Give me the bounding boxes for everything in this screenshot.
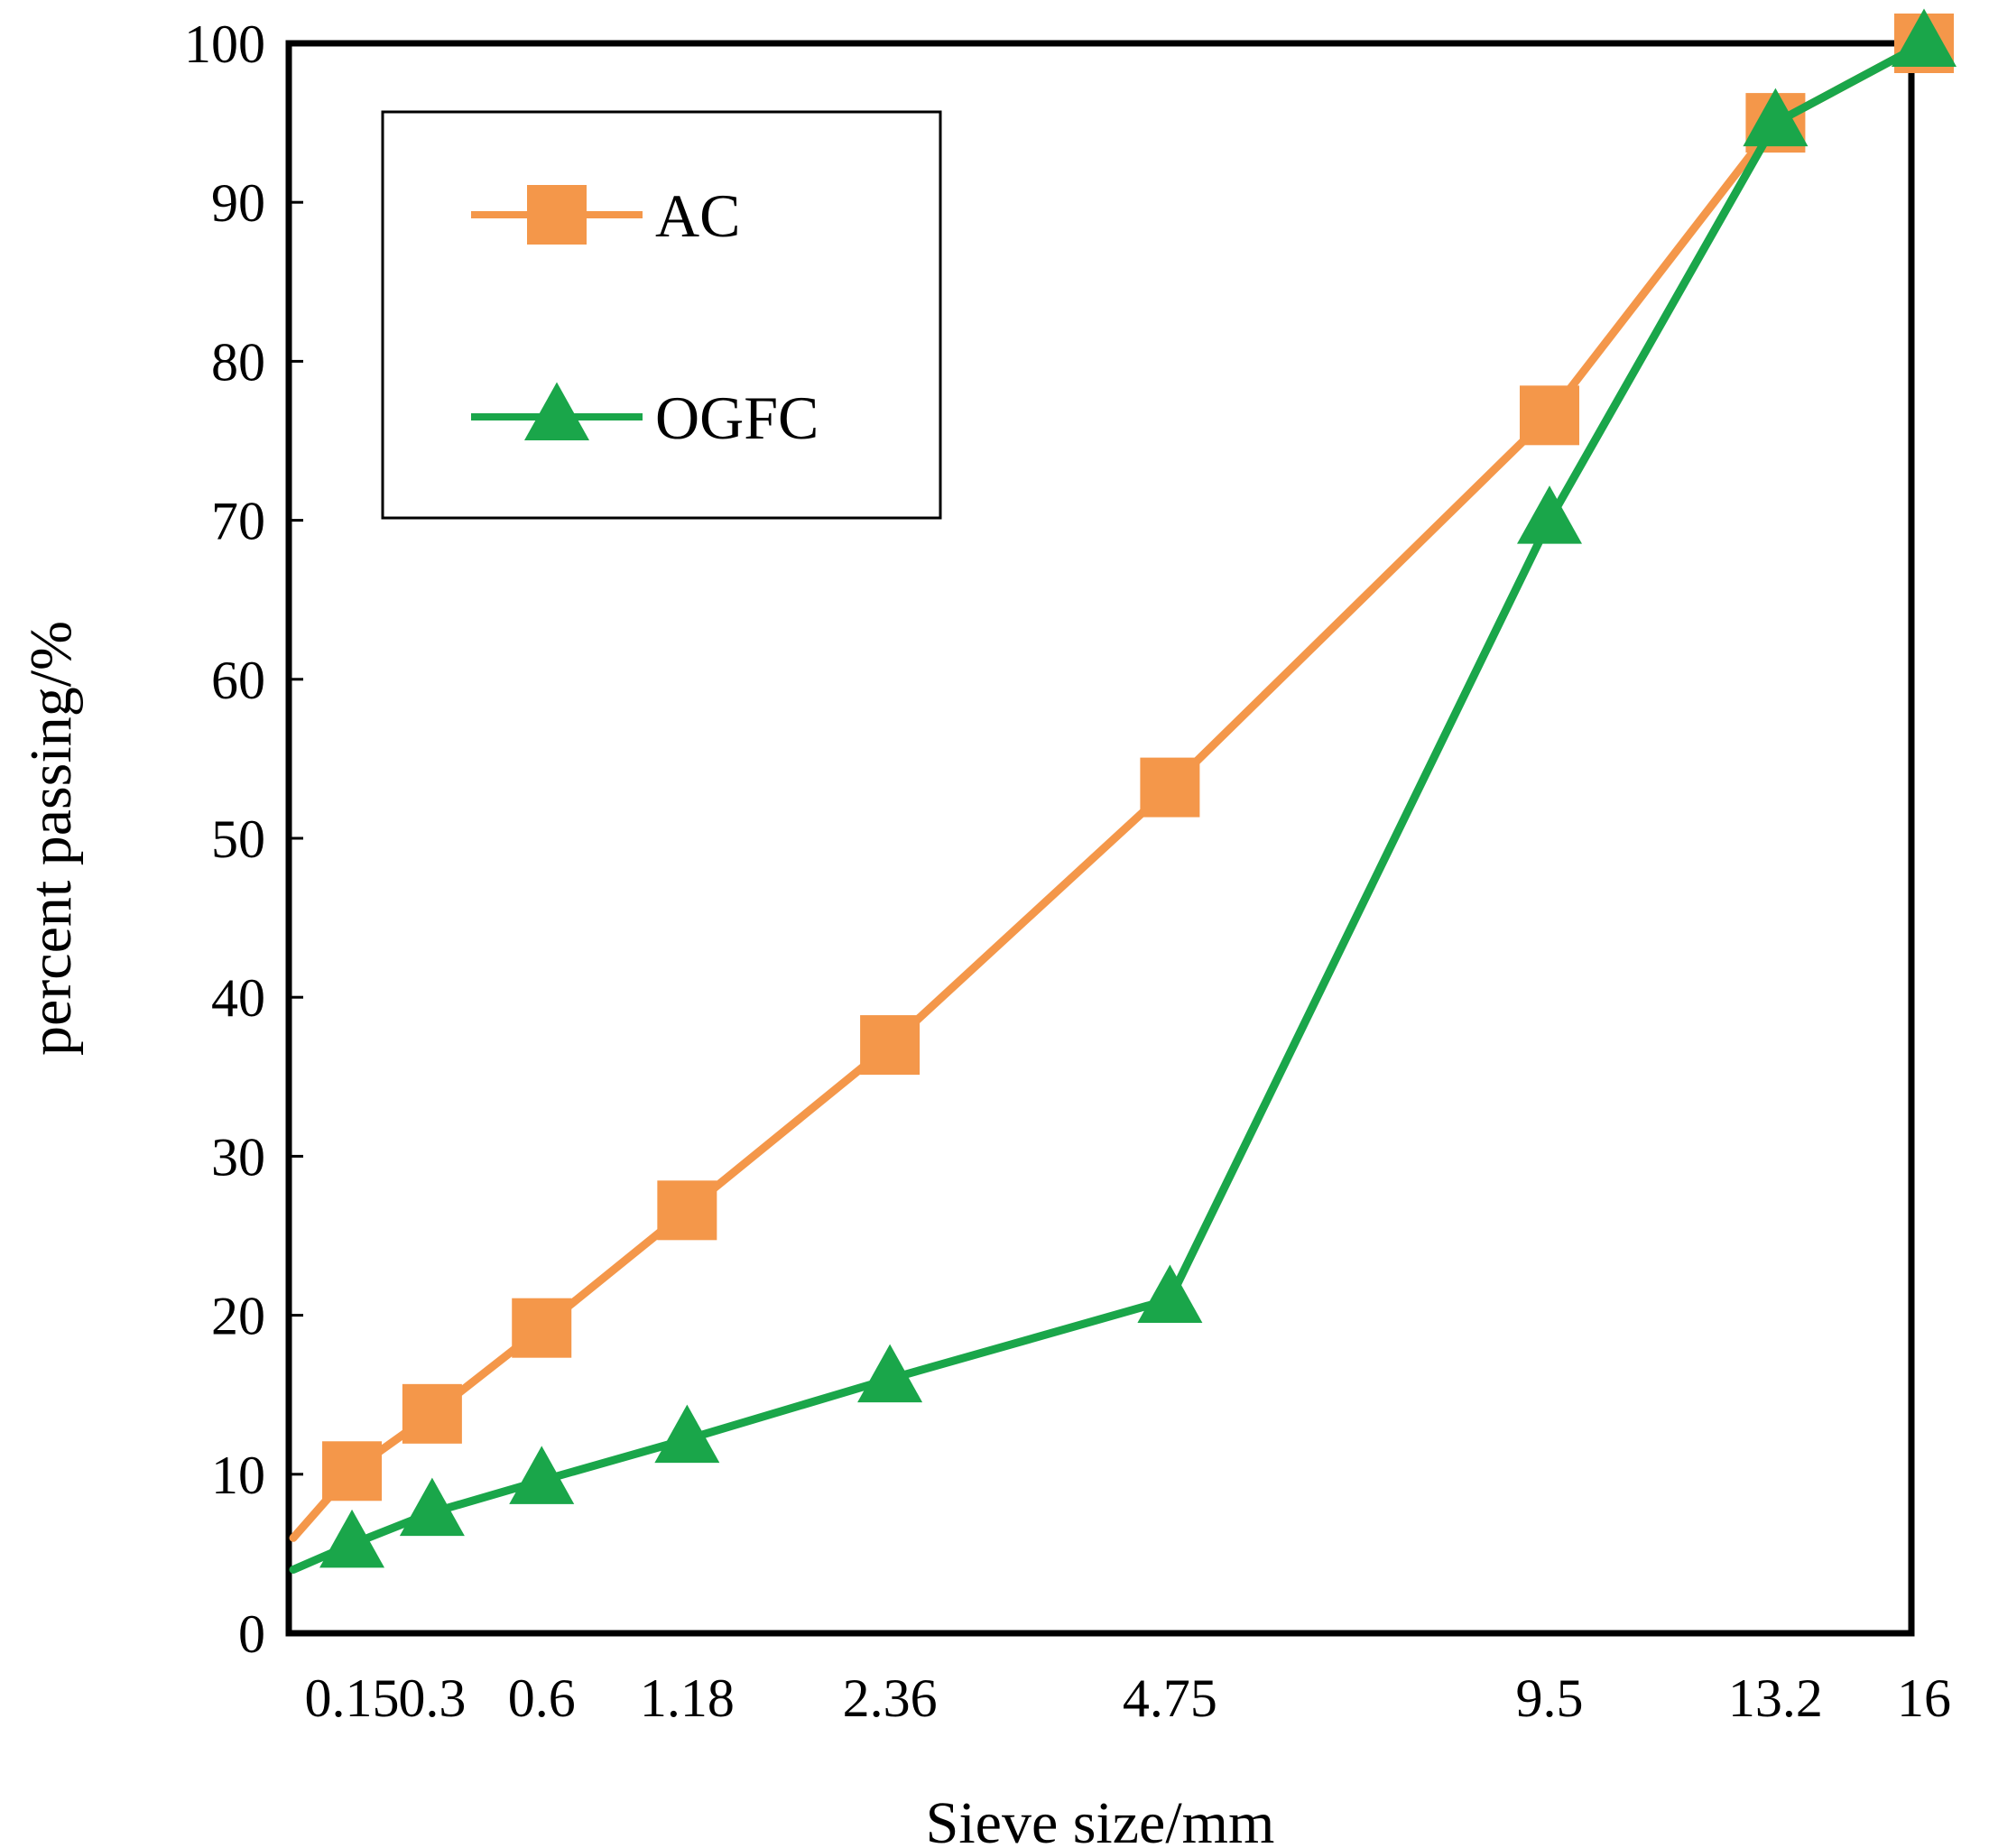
x-axis-title: Sieve size/mm [926,1790,1275,1848]
x-tick-label: 0.15 [305,1668,400,1728]
legend-item-ogfc: OGFC [471,382,819,452]
point-ac [657,1180,717,1241]
y-tick-label: 10 [211,1446,265,1505]
point-ogfc [857,1344,923,1403]
y-tick-label: 70 [211,492,265,551]
x-tick-label: 2.36 [843,1668,938,1728]
point-ogfc [1137,1264,1203,1324]
y-axis-title: percent passing/% [18,621,84,1056]
point-ogfc [399,1477,465,1537]
legend-label-ac: AC [655,181,740,250]
point-ac [1140,757,1200,818]
x-tick-label: 0.6 [508,1668,576,1728]
y-tick-label: 30 [211,1127,265,1187]
y-tick-label: 90 [211,173,265,233]
point-ogfc [654,1404,720,1464]
y-tick-label: 50 [211,809,265,869]
x-tick-label: 13.2 [1728,1668,1823,1728]
y-tick-label: 60 [211,651,265,710]
series-ogfc [289,8,1957,1574]
legend-box [381,110,942,520]
point-ogfc [319,1509,385,1568]
x-tick-label: 0.3 [398,1668,466,1728]
point-ogfc [1517,485,1583,544]
series-line-ogfc [289,39,1929,1574]
point-ac [512,1298,572,1358]
y-tick-label: 80 [211,332,265,392]
x-tick-label: 16 [1897,1668,1951,1728]
point-ac [860,1015,920,1076]
y-tick-label: 20 [211,1287,265,1346]
legend-marker-ac [527,185,587,245]
point-ac [1520,385,1580,446]
y-tick-label: 100 [184,14,265,74]
point-ogfc [1743,88,1809,147]
point-ac [322,1441,383,1502]
series-line-ac [289,39,1929,1542]
legend-marker-ogfc [524,382,589,441]
x-tick-label: 9.5 [1516,1668,1584,1728]
point-ogfc [509,1446,575,1504]
x-tick-label: 1.18 [640,1668,735,1728]
legend-item-ac: AC [471,181,740,250]
legend-label-ogfc: OGFC [655,383,819,452]
point-ac [402,1383,462,1444]
y-tick-label: 0 [238,1604,265,1664]
x-tick-label: 4.75 [1123,1668,1217,1728]
y-tick-label: 40 [211,968,265,1028]
point-ogfc [1892,8,1957,68]
